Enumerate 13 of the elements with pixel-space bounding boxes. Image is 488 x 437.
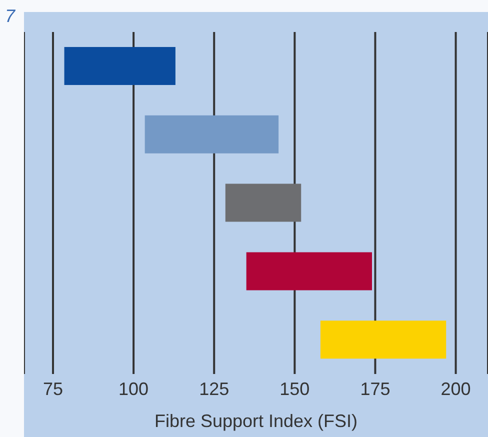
bar (320, 320, 446, 359)
x-tick-label: 175 (360, 378, 390, 399)
x-tick-label: 100 (118, 378, 149, 399)
x-tick-label: 150 (280, 378, 310, 399)
bar (225, 184, 302, 222)
bar (144, 115, 279, 154)
bar (246, 252, 372, 290)
x-tick-label: 200 (440, 378, 471, 399)
bar (64, 47, 176, 85)
x-tick-label: 125 (199, 378, 230, 399)
text: 7 (5, 6, 16, 27)
x-axis-title: Fibre Support Index (FSI) (154, 411, 358, 431)
x-tick-label: 75 (42, 378, 64, 399)
